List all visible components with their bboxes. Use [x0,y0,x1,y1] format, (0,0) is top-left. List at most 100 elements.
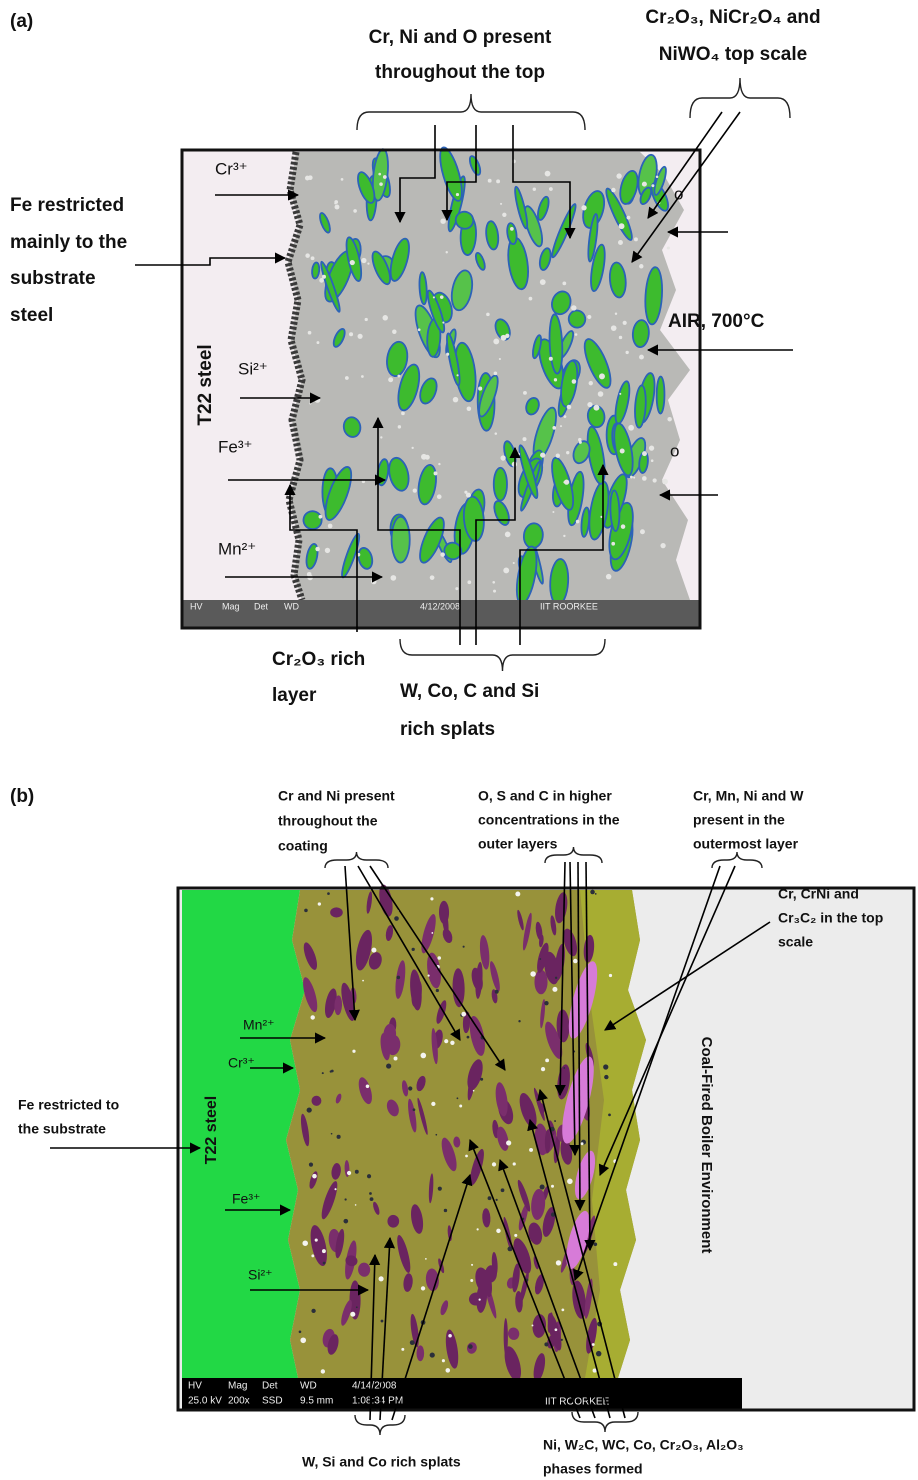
speck [438,1187,442,1191]
speck [567,405,572,410]
speck [589,381,593,385]
annotation: Cr and Ni present [278,788,395,804]
annotation: scale [778,934,813,950]
speck [428,974,430,976]
speck [619,336,622,339]
speck [478,387,482,391]
speck [467,580,471,584]
speck [551,1185,554,1188]
speck [390,575,396,581]
brace [325,852,388,868]
speck [479,1299,481,1301]
speck [594,1242,598,1246]
speck [442,1359,445,1362]
speck [552,511,554,513]
speck [517,453,520,456]
speck [634,237,638,241]
speck [609,974,612,977]
speck [435,1134,437,1136]
speck [401,1348,404,1351]
speck [366,1084,370,1088]
speck [418,328,421,331]
speck [667,246,670,249]
databar-text: 25.0 kV [188,1396,222,1407]
annotation: throughout the [278,813,378,829]
speck [545,171,551,177]
speck [467,406,472,411]
speck [619,223,625,229]
databar-text: WD [284,601,299,611]
speck [319,515,323,519]
annotation: O, S and C in higher [478,788,612,804]
speck [500,455,505,460]
speck [556,1260,561,1265]
annotation: Cr₂O₃, NiCr₂O₄ and [645,7,820,28]
speck [572,379,577,384]
speck [604,1075,608,1079]
speck [566,451,569,454]
brace [400,639,605,671]
annotation: Fe restricted [10,195,124,216]
speck [446,353,449,356]
annotation: mainly to the [10,232,127,253]
speck [408,1086,412,1090]
speck [563,535,565,537]
speck [379,182,383,186]
annotation: Cr₃C₂ in the top [778,910,883,926]
speck [480,1078,483,1081]
speck [561,1308,564,1311]
speck [322,1072,324,1074]
speck [356,1306,358,1308]
speck [446,1368,451,1373]
speck [413,1108,416,1111]
speck [378,173,381,176]
speck [518,1020,520,1022]
speck [461,1012,466,1017]
speck [392,330,396,334]
speck [633,477,635,479]
ion-label: Mn²⁺ [243,1017,275,1033]
speck [410,1340,415,1345]
speck [656,176,659,179]
speck [440,552,445,557]
speck [611,188,615,192]
speck [438,463,440,465]
speck [496,1199,498,1201]
environment-label: Coal-Fired Boiler Environment [698,1037,715,1254]
speck [421,1053,427,1059]
speck [506,1140,511,1145]
annotation: coating [278,838,328,854]
annotation: Ni, W₂C, WC, Co, Cr₂O₃, Al₂O₃ [543,1437,744,1453]
speck [437,494,442,499]
speck [398,425,401,428]
figure: (a) HVMagDetWD4/12/2008IIT ROORKEE Cr³⁺ … [0,0,918,1480]
speck [667,417,672,422]
substrate-region [182,890,305,1378]
speck [457,1097,459,1099]
splat [416,1345,424,1361]
speck [555,1328,558,1331]
annotation: outermost layer [693,836,799,852]
ion-label: Mn²⁺ [218,539,256,558]
speck [459,1105,462,1108]
speck [421,1286,425,1290]
speck [305,253,309,257]
speck [649,445,654,450]
substrate-label: T22 steel [195,344,216,425]
speck [430,897,433,900]
speck [430,1353,435,1358]
speck [440,295,444,299]
speck [302,1240,308,1246]
speck [350,1312,355,1317]
speck [386,1063,391,1068]
speck [501,1188,505,1192]
speck [502,213,506,217]
speck [496,1229,500,1233]
speck [358,334,363,339]
speck [444,1039,448,1043]
speck [620,448,625,453]
speck [544,1001,548,1005]
speck [365,318,368,321]
speck [564,415,567,418]
speck [446,251,448,253]
